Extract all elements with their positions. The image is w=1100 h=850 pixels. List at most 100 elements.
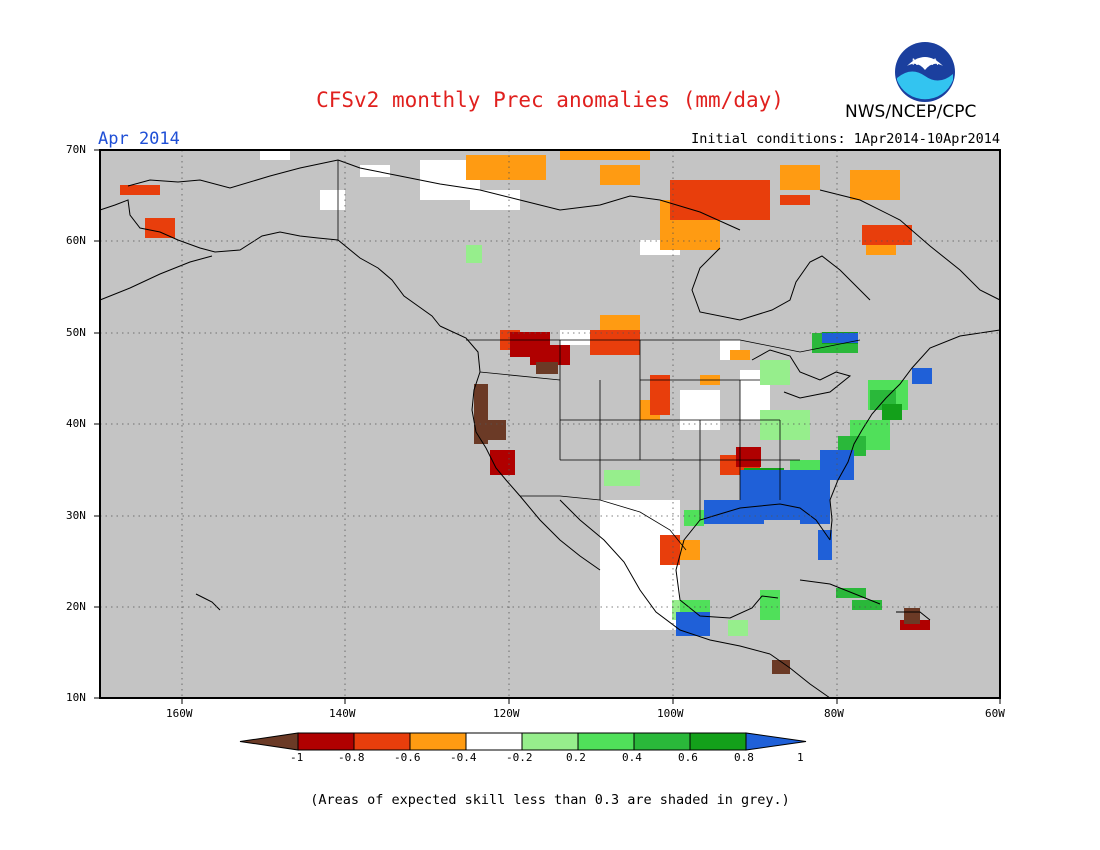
lon-label: 160W bbox=[166, 707, 193, 720]
colorbar-label: -1 bbox=[290, 751, 304, 764]
anomaly-cell bbox=[836, 588, 866, 598]
anomaly-cell bbox=[120, 185, 160, 195]
state-lines bbox=[479, 340, 800, 520]
anomaly-cell bbox=[680, 540, 700, 560]
org-label: NWS/NCEP/CPC bbox=[845, 102, 977, 122]
colorbar-label: -0.4 bbox=[450, 751, 477, 764]
colorbar-low-arrow bbox=[239, 732, 299, 751]
anomaly-cell bbox=[728, 620, 748, 636]
arctic-coast bbox=[337, 159, 741, 231]
great-lakes bbox=[751, 349, 852, 399]
central-america bbox=[769, 653, 831, 699]
hudson-bay bbox=[691, 247, 871, 321]
colorbar-high-arrow bbox=[745, 732, 807, 751]
anomaly-cell bbox=[780, 165, 820, 190]
anomaly-cell bbox=[600, 165, 640, 185]
alaska-coast bbox=[99, 199, 441, 327]
colorbar-label: -0.8 bbox=[338, 751, 365, 764]
lon-label: 80W bbox=[824, 707, 844, 720]
initial-conditions: Initial conditions: 1Apr2014-10Apr2014 bbox=[691, 131, 1000, 147]
colorbar-segment bbox=[633, 732, 691, 751]
anomaly-cell bbox=[822, 333, 858, 343]
chart-title: CFSv2 monthly Prec anomalies (mm/day) bbox=[316, 88, 784, 112]
anomaly-cell bbox=[850, 170, 900, 200]
colorbar-segment bbox=[409, 732, 467, 751]
anomaly-cell bbox=[560, 150, 650, 160]
gridlines bbox=[100, 150, 1000, 698]
anomaly-cell bbox=[736, 447, 761, 467]
colorbar-segment bbox=[521, 732, 579, 751]
colorbar-label: 0.8 bbox=[734, 751, 754, 764]
anomaly-cell bbox=[660, 535, 680, 565]
anomaly-cell bbox=[772, 660, 790, 674]
coastlines bbox=[99, 159, 1001, 699]
map-ticks bbox=[94, 149, 1001, 704]
anomaly-cell bbox=[760, 360, 790, 385]
political-borders bbox=[337, 160, 861, 551]
lat-label: 10N bbox=[66, 691, 86, 704]
anomaly-cell bbox=[260, 150, 290, 160]
us-west-coast bbox=[439, 325, 521, 497]
anomaly-cell bbox=[650, 375, 670, 415]
anomaly-cell bbox=[320, 190, 345, 210]
lon-label: 100W bbox=[657, 707, 684, 720]
anomaly-cell bbox=[912, 368, 932, 384]
colorbar-segment bbox=[689, 732, 747, 751]
colorbar-segment bbox=[465, 732, 523, 751]
colorbar-label: 1 bbox=[797, 751, 804, 764]
lon-label: 60W bbox=[985, 707, 1005, 720]
anomaly-cell bbox=[670, 180, 770, 220]
lat-label: 20N bbox=[66, 600, 86, 613]
anomaly-cell bbox=[145, 218, 175, 238]
lat-label: 60N bbox=[66, 234, 86, 247]
anomaly-cell bbox=[852, 600, 882, 610]
anomaly-cell bbox=[730, 350, 750, 360]
labrador-coast bbox=[819, 189, 1001, 301]
mexico-pacific bbox=[559, 499, 771, 655]
colorbar-label: 0.4 bbox=[622, 751, 642, 764]
noaa-logo: NOAA bbox=[895, 42, 955, 102]
skill-note: (Areas of expected skill less than 0.3 a… bbox=[310, 792, 790, 808]
bering-coast bbox=[127, 159, 339, 189]
atlantic-coast bbox=[829, 329, 1001, 541]
anomaly-cell bbox=[704, 500, 764, 524]
colorbar-segment bbox=[353, 732, 411, 751]
anomaly-cell bbox=[760, 410, 810, 440]
colorbar-label: 0.6 bbox=[678, 751, 698, 764]
anomaly-cell bbox=[536, 362, 558, 374]
anomaly-cell bbox=[466, 245, 482, 263]
hispaniola bbox=[896, 611, 931, 621]
baja bbox=[519, 495, 601, 571]
lat-label: 40N bbox=[66, 417, 86, 430]
hawaii bbox=[195, 593, 221, 611]
anomaly-cell bbox=[486, 420, 506, 440]
gulf-coast bbox=[675, 503, 831, 619]
anomaly-cell bbox=[590, 330, 640, 355]
forecast-period: Apr 2014 bbox=[98, 129, 180, 149]
anomaly-cell bbox=[780, 195, 810, 205]
logo-text: NOAA bbox=[912, 58, 939, 68]
anomaly-cell bbox=[604, 470, 640, 486]
us-mexico-border bbox=[520, 495, 687, 551]
lat-label: 50N bbox=[66, 326, 86, 339]
colorbar-segment bbox=[577, 732, 635, 751]
anomaly-cell bbox=[900, 620, 930, 630]
colorbar-segment bbox=[297, 732, 355, 751]
anomaly-cell bbox=[466, 155, 546, 180]
colorbar-label: -0.2 bbox=[506, 751, 533, 764]
lat-label: 70N bbox=[66, 143, 86, 156]
alaska-peninsula bbox=[99, 255, 213, 301]
lat-label: 30N bbox=[66, 509, 86, 522]
anomaly-cell bbox=[862, 225, 912, 245]
lon-label: 140W bbox=[329, 707, 356, 720]
lon-label: 120W bbox=[493, 707, 520, 720]
cuba bbox=[799, 579, 881, 605]
colorbar-label: 0.2 bbox=[566, 751, 586, 764]
anomaly-cell bbox=[470, 190, 520, 210]
anomaly-cell bbox=[882, 404, 902, 420]
anomaly-cell bbox=[490, 450, 515, 475]
anomaly-cell bbox=[474, 384, 488, 444]
colorbar-label: -0.6 bbox=[394, 751, 421, 764]
